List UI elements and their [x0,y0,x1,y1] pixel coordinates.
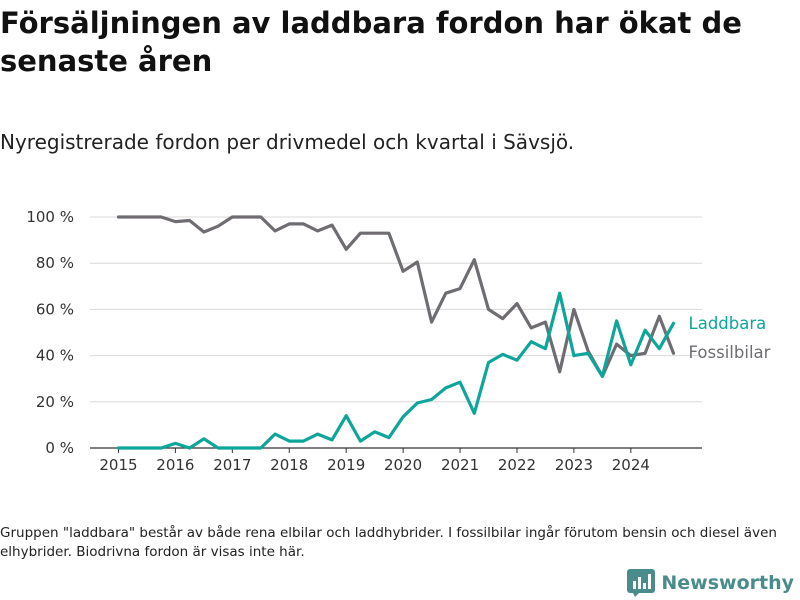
newsworthy-logo-icon [627,569,656,597]
x-tick-label: 2021 [441,456,479,474]
y-tick-label: 100 % [26,208,74,226]
axis-layer: 0 % 20 % 40 % 60 % 80 % 100 % 2015 2016 2017 2018… [26,208,702,474]
x-tick-label: 2024 [612,456,650,474]
x-tick-label: 2019 [327,456,365,474]
y-tick-label: 60 % [36,300,74,318]
footnote: Gruppen "laddbara" består av både rena e… [0,525,777,560]
x-tick-label: 2020 [384,456,422,474]
brand-name: Newsworthy [661,572,794,594]
x-tick-label: 2023 [555,456,593,474]
series-line-fossilbilar [116,215,676,378]
x-tick-label: 2018 [270,456,308,474]
series-layer [116,215,676,450]
line-chart: 0 % 20 % 40 % 60 % 80 % 100 % 2015 2016 2017 2018… [26,208,771,474]
x-tick-label: 2016 [156,456,194,474]
grid-layer [90,216,702,403]
legend-label-fossilbilar: Fossilbilar [689,343,771,362]
chart-subtitle: Nyregistrerade fordon per drivmedel och … [0,130,575,154]
x-tick-label: 2017 [213,456,251,474]
series-line-laddbara [116,291,676,450]
chart-title: Försäljningen av laddbara fordon har öka… [0,6,742,78]
x-tick-label: 2022 [498,456,536,474]
x-tick-label: 2015 [99,456,137,474]
brand-logo[interactable]: Newsworthy [627,568,794,598]
y-tick-label: 80 % [36,254,74,272]
legend-layer: Fossilbilar Laddbara [689,314,771,362]
y-tick-label: 0 % [45,439,74,457]
legend-label-laddbara: Laddbara [689,314,767,333]
y-tick-label: 20 % [36,393,74,411]
y-tick-label: 40 % [36,347,74,365]
